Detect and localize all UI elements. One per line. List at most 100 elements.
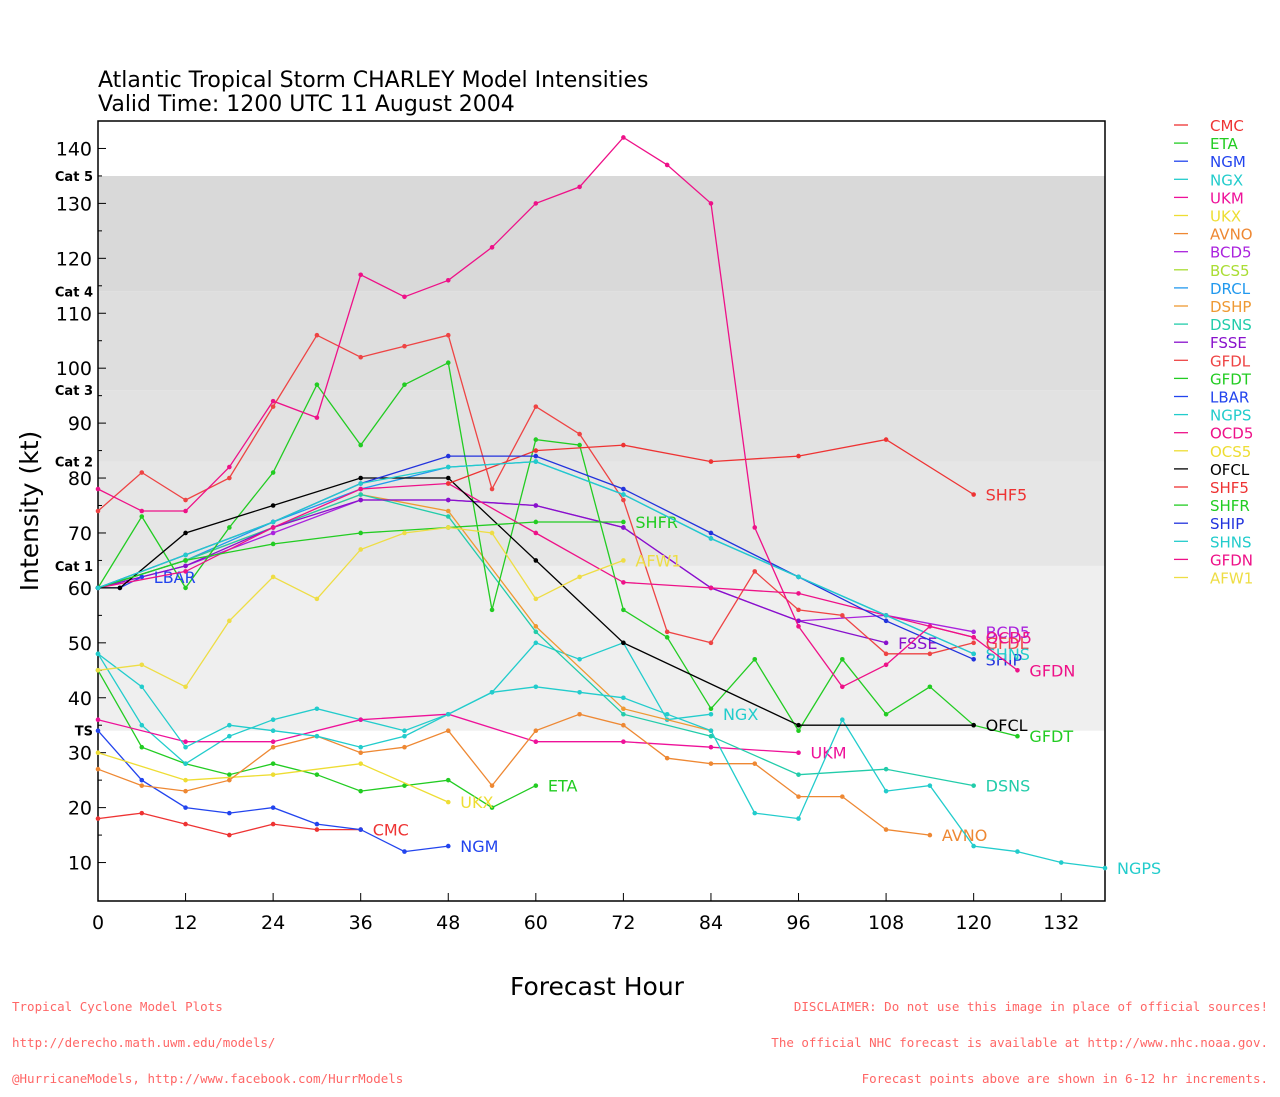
series-gfdt: GFDT bbox=[95, 360, 1073, 746]
data-point bbox=[95, 750, 101, 755]
data-point bbox=[270, 717, 276, 723]
x-tick-label: 12 bbox=[173, 912, 197, 934]
x-tick-label: 108 bbox=[868, 912, 904, 934]
data-point bbox=[752, 569, 758, 574]
data-point bbox=[1015, 733, 1020, 739]
x-tick-label: 72 bbox=[611, 912, 635, 934]
series-end-label: CMC bbox=[373, 821, 409, 840]
data-point bbox=[270, 525, 276, 530]
data-point bbox=[183, 569, 188, 574]
data-point bbox=[358, 272, 363, 278]
data-point bbox=[621, 640, 626, 646]
data-point bbox=[358, 481, 363, 486]
data-point bbox=[358, 750, 363, 755]
series-end-label: AFW1 bbox=[635, 551, 681, 570]
legend-entry: ETA bbox=[1210, 135, 1238, 153]
data-point bbox=[971, 635, 976, 640]
data-point bbox=[314, 415, 320, 420]
legend-entry: GFDT bbox=[1210, 370, 1252, 388]
data-point bbox=[796, 794, 801, 799]
data-point bbox=[445, 481, 451, 486]
data-point bbox=[489, 530, 495, 536]
x-tick-label: 120 bbox=[956, 912, 992, 934]
legend-entry: BCS5 bbox=[1210, 262, 1250, 280]
series-cmc: CMC bbox=[95, 810, 409, 840]
category-bands: TS Cat 1 Cat 2 Cat 3 Cat 4 Cat 5 bbox=[55, 121, 1105, 740]
data-point bbox=[840, 684, 845, 690]
data-point bbox=[577, 689, 582, 695]
data-point bbox=[796, 591, 801, 596]
data-point bbox=[445, 711, 451, 717]
y-tick-label: 40 bbox=[68, 688, 92, 710]
data-point bbox=[533, 453, 539, 459]
chart-subtitle: Valid Time: 1200 UTC 11 August 2004 bbox=[98, 92, 515, 117]
data-point bbox=[227, 618, 232, 624]
y-tick-label: 20 bbox=[68, 798, 92, 820]
footer-right-line: The official NHC forecast is available a… bbox=[771, 1035, 1268, 1050]
series-end-label: LBAR bbox=[154, 568, 196, 587]
footer-left-line: @HurricaneModels, http://www.facebook.co… bbox=[12, 1071, 404, 1086]
data-point bbox=[533, 201, 539, 206]
category-label: Cat 4 bbox=[55, 285, 93, 300]
data-point bbox=[358, 744, 363, 750]
data-point bbox=[314, 821, 320, 827]
data-point bbox=[533, 624, 539, 629]
data-point bbox=[971, 640, 976, 646]
data-point bbox=[533, 558, 539, 563]
data-point bbox=[227, 733, 232, 739]
series-shns: SHNS bbox=[95, 459, 1030, 664]
y-tick-label: 70 bbox=[68, 523, 92, 545]
data-point bbox=[117, 585, 123, 591]
data-point bbox=[95, 508, 101, 514]
data-point bbox=[708, 459, 714, 464]
data-point bbox=[358, 547, 363, 552]
footer-left: Tropical Cyclone Model Plots http://dere… bbox=[12, 977, 403, 1097]
x-axis-label: Forecast Hour bbox=[510, 972, 684, 1001]
data-point bbox=[621, 739, 626, 745]
data-point bbox=[270, 761, 276, 766]
data-point bbox=[533, 596, 539, 602]
data-point bbox=[664, 755, 670, 761]
series-line bbox=[98, 477, 974, 726]
series-eta: ETA bbox=[95, 667, 577, 810]
data-point bbox=[883, 788, 889, 794]
data-point bbox=[445, 728, 451, 734]
data-point bbox=[139, 574, 145, 580]
data-point bbox=[621, 607, 626, 613]
data-point bbox=[971, 629, 976, 635]
series-end-label: GFDL bbox=[986, 634, 1029, 653]
data-point bbox=[270, 821, 276, 827]
category-band bbox=[98, 291, 1105, 391]
data-point bbox=[621, 558, 626, 563]
data-point bbox=[621, 711, 626, 717]
data-point bbox=[227, 832, 232, 838]
data-point bbox=[183, 585, 188, 591]
data-point bbox=[358, 788, 363, 794]
legend-entry: NGPS bbox=[1210, 407, 1251, 425]
series-end-label: SHFR bbox=[635, 513, 678, 532]
data-point bbox=[533, 404, 539, 409]
data-point bbox=[270, 398, 276, 404]
data-point bbox=[883, 766, 889, 772]
legend-entry: AFW1 bbox=[1210, 570, 1253, 588]
data-point bbox=[883, 618, 889, 624]
data-point bbox=[1015, 849, 1020, 854]
series-end-label: NGX bbox=[723, 705, 758, 724]
data-point bbox=[927, 624, 933, 629]
data-point bbox=[183, 739, 188, 745]
legend-entry: SHIP bbox=[1210, 515, 1244, 533]
series-line bbox=[97, 136, 1018, 688]
y-tick-label: 110 bbox=[56, 303, 92, 325]
data-point bbox=[796, 722, 801, 728]
footer-right: DISCLAIMER: Do not use this image in pla… bbox=[771, 977, 1268, 1097]
data-point bbox=[183, 558, 188, 563]
data-point bbox=[577, 431, 582, 437]
data-point bbox=[621, 519, 626, 525]
data-point bbox=[577, 657, 582, 662]
data-point bbox=[708, 728, 714, 734]
data-point bbox=[139, 810, 145, 816]
data-point bbox=[796, 728, 801, 734]
data-point bbox=[358, 530, 363, 536]
data-point bbox=[664, 629, 670, 635]
